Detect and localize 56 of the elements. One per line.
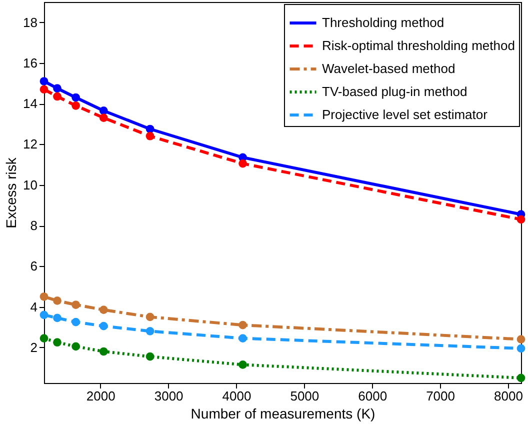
point bbox=[238, 159, 247, 168]
point bbox=[72, 101, 80, 110]
x-tick-label: 2000 bbox=[86, 388, 116, 404]
point bbox=[99, 322, 108, 330]
x-tick-label: 8000 bbox=[494, 388, 523, 404]
point bbox=[40, 310, 48, 320]
point bbox=[72, 93, 80, 102]
x-tick-label: 3000 bbox=[154, 388, 184, 404]
point bbox=[40, 292, 48, 301]
legend-label: TV-based plug-in method bbox=[322, 84, 468, 99]
x-axis-title: Number of measurements (K) bbox=[190, 406, 376, 422]
point bbox=[146, 132, 154, 140]
y-tick-label: 14 bbox=[23, 96, 38, 112]
point bbox=[516, 335, 526, 344]
point bbox=[238, 360, 247, 369]
point bbox=[146, 312, 154, 322]
point bbox=[53, 314, 62, 322]
legend-label: Projective level set estimator bbox=[322, 107, 488, 122]
point bbox=[40, 85, 48, 94]
x-tick-label: 5000 bbox=[290, 388, 320, 404]
legend-label: Thresholding method bbox=[322, 15, 444, 30]
y-tick-label: 10 bbox=[23, 177, 38, 192]
point bbox=[72, 342, 80, 351]
point bbox=[99, 306, 108, 314]
y-tick-label: 18 bbox=[23, 14, 38, 30]
point bbox=[516, 374, 526, 382]
x-tick-label: 6000 bbox=[358, 388, 388, 404]
point bbox=[40, 77, 48, 86]
legend-label: Risk-optimal thresholding method bbox=[322, 38, 515, 53]
y-tick-label: 4 bbox=[30, 299, 38, 314]
point bbox=[146, 327, 154, 336]
y-tick-label: 6 bbox=[30, 258, 38, 274]
point bbox=[72, 300, 80, 309]
point bbox=[72, 318, 80, 326]
y-tick-label: 12 bbox=[23, 136, 38, 152]
point bbox=[146, 124, 154, 134]
point bbox=[516, 344, 526, 353]
point bbox=[53, 84, 62, 93]
y-tick-label: 16 bbox=[23, 55, 38, 70]
y-axis-title: Excess risk bbox=[3, 156, 20, 228]
point bbox=[40, 334, 48, 342]
point bbox=[99, 106, 108, 115]
point bbox=[516, 215, 526, 224]
point bbox=[146, 352, 154, 361]
x-tick-label: 7000 bbox=[426, 388, 455, 404]
point bbox=[99, 114, 108, 122]
legend-label: Wavelet-based method bbox=[322, 61, 456, 76]
y-tick-label: 8 bbox=[30, 218, 38, 234]
x-tick-label: 4000 bbox=[222, 388, 252, 404]
point bbox=[238, 320, 247, 330]
y-tick-label: 2 bbox=[30, 340, 38, 355]
point bbox=[53, 338, 62, 347]
point bbox=[238, 334, 247, 342]
point bbox=[53, 92, 62, 101]
point bbox=[99, 347, 108, 356]
point bbox=[53, 296, 62, 305]
